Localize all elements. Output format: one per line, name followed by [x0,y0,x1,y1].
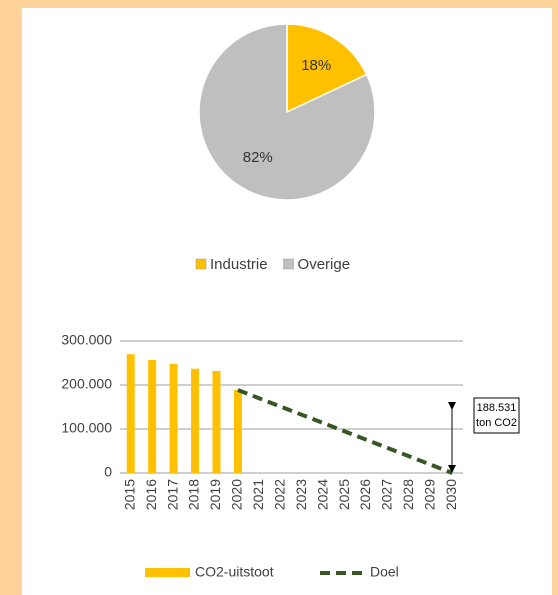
x-tick-label: 2023 [293,479,309,510]
legend-swatch [195,258,207,270]
annotation-box [473,397,520,434]
x-tick-label: 2021 [250,479,266,510]
line [237,388,454,475]
pie-slice [198,23,376,201]
legend-swatch [283,258,294,270]
bar [169,363,178,473]
x-tick-label: 2025 [336,479,352,510]
x-tick-label: 2027 [379,479,395,510]
x-tick-label: 2017 [164,479,180,510]
y-tick-label: 0 [104,464,112,480]
bar [126,354,135,473]
annotation-text: 188.531 [477,402,517,414]
annotation-text: ton CO2 [476,417,517,429]
legend-label: CO2-uitstoot [195,564,274,580]
x-tick-label: 2015 [121,479,137,510]
x-tick-label: 2022 [271,479,287,510]
y-tick-label: 200.000 [61,376,112,392]
x-tick-label: 2024 [314,479,330,510]
x-tick-label: 2016 [143,479,159,510]
legend-label: Overige [298,256,351,273]
bar [233,390,242,473]
x-tick-label: 2018 [186,479,202,510]
legend-label: Doel [370,564,399,580]
x-tick-label: 2019 [207,479,223,510]
legend-label: Industrie [210,256,268,273]
y-tick-label: 100.000 [61,420,112,436]
x-tick-label: 2026 [357,479,373,510]
data-label: 18% [301,57,331,74]
x-tick-label: 2020 [229,479,245,510]
bar [212,370,221,473]
legend-swatch [145,568,190,577]
x-tick-label: 2029 [422,479,438,510]
bar [148,359,157,473]
y-tick-label: 300.000 [61,332,112,348]
x-tick-label: 2028 [400,479,416,510]
bar [191,368,200,473]
pie-slice [286,23,368,114]
x-tick-label: 2030 [443,479,459,510]
data-label: 82% [243,149,273,166]
